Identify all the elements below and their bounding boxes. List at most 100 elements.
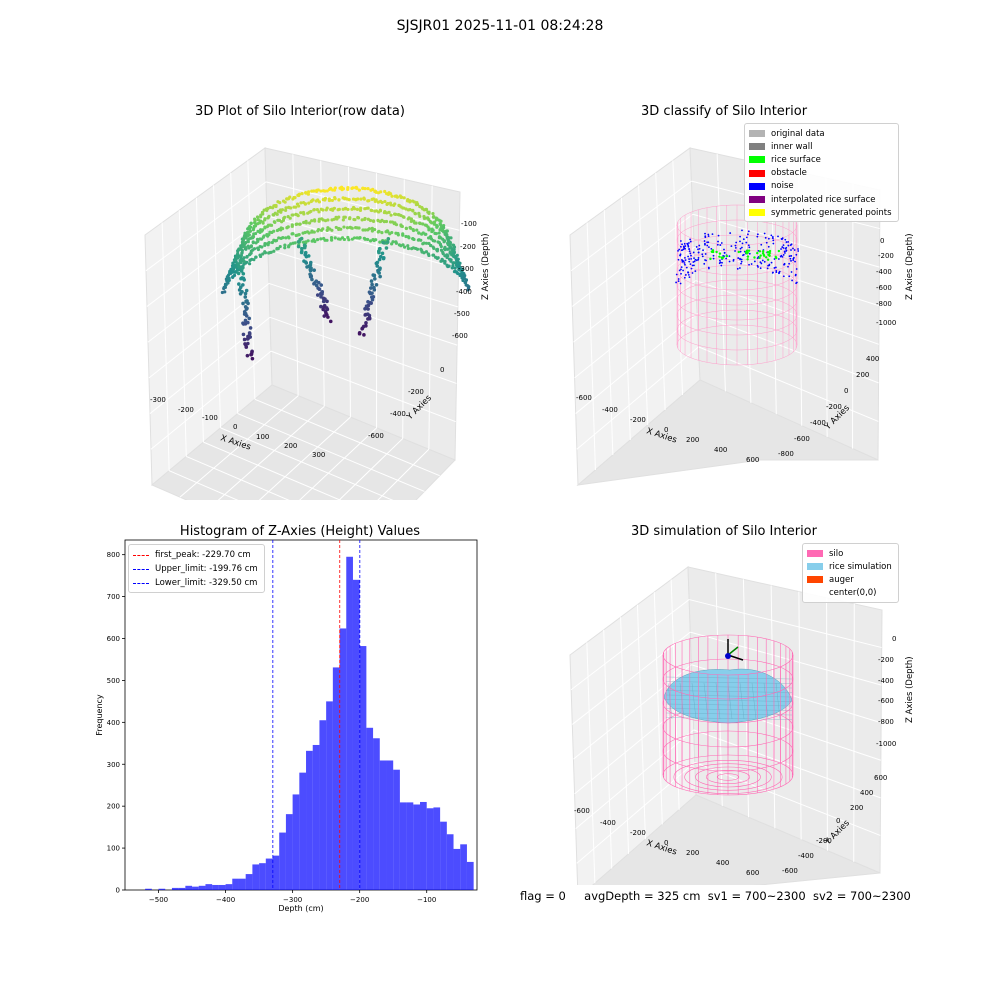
- histogram-ytick-label: 400: [107, 719, 120, 727]
- cls-ztick-5: -1000: [876, 319, 896, 327]
- legend-item-interpolated: interpolated rice surface: [749, 193, 892, 206]
- histogram-bar: [386, 760, 394, 890]
- classify-plot-title: 3D classify of Silo Interior: [640, 104, 808, 119]
- histogram-bar: [272, 855, 280, 890]
- flag-readout: flag = 0: [520, 889, 566, 903]
- sim-xtick-5: 400: [716, 859, 729, 867]
- legend-label: Lower_limit: -329.50 cm: [155, 578, 258, 588]
- histogram-bar: [259, 863, 266, 890]
- histogram-bar: [285, 814, 293, 890]
- legend-swatch: [749, 182, 765, 190]
- histogram-bar: [406, 802, 414, 890]
- status-footer: flag = 0 avgDepth = 325 cm sv1 = 700~230…: [520, 889, 911, 903]
- histogram-bar: [218, 884, 226, 890]
- sim-ytick-0: -600: [782, 867, 798, 875]
- sim-xtick-2: -200: [630, 829, 646, 837]
- histogram-bar: [292, 794, 300, 890]
- histogram-bar: [420, 801, 427, 890]
- histogram-bar: [185, 885, 193, 890]
- legend-swatch: [749, 156, 765, 164]
- sim-ytick-3: 0: [836, 817, 840, 825]
- cls-ztick-2: -400: [876, 268, 892, 276]
- histogram-bar: [212, 884, 219, 890]
- raw-ztick-2: -300: [458, 265, 474, 273]
- raw-xtick-4: 100: [256, 433, 269, 441]
- histogram-bar: [453, 848, 461, 890]
- legend-label: original data: [771, 128, 825, 139]
- simulation-legend: silo rice simulation auger center(0,0): [802, 543, 899, 603]
- cls-ytick-5: 200: [856, 371, 869, 379]
- legend-swatch: [807, 563, 823, 571]
- legend-label: rice surface: [771, 154, 821, 165]
- histogram-bar: [192, 886, 199, 890]
- legend-label: first_peak: -229.70 cm: [155, 550, 251, 560]
- raw-ytick-1: -400: [390, 410, 406, 418]
- cls-ytick-1: -600: [794, 435, 810, 443]
- raw-plot-title: 3D Plot of Silo Interior(row data): [195, 104, 405, 119]
- cls-xtick-1: -400: [602, 406, 618, 414]
- histogram-bar: [306, 750, 313, 890]
- histogram-legend: first_peak: -229.70 cm Upper_limit: -199…: [128, 544, 265, 593]
- raw-xtick-0: -300: [150, 396, 166, 404]
- histogram-xtick-label: −300: [283, 896, 302, 904]
- histogram-ytick-label: 700: [107, 593, 120, 601]
- legend-label: rice simulation: [829, 561, 892, 572]
- histogram-bar: [433, 807, 441, 890]
- histogram-ytick-label: 0: [116, 887, 120, 895]
- legend-swatch: [807, 590, 823, 597]
- legend-swatch: [749, 130, 765, 138]
- legend-item-noise: noise: [749, 180, 892, 193]
- histogram-title: Histogram of Z-Axies (Height) Values: [179, 524, 421, 539]
- figure-title: SJSJR01 2025-11-01 08:24:28: [396, 18, 604, 34]
- histogram-bar: [332, 667, 340, 890]
- histogram-bar: [279, 832, 286, 890]
- legend-item-auger: auger: [807, 573, 892, 586]
- legend-label: obstacle: [771, 168, 807, 179]
- cls-xtick-5: 400: [714, 446, 727, 454]
- raw-ytick-3: 0: [440, 366, 444, 374]
- histogram-bar: [319, 720, 327, 890]
- cls-xtick-4: 200: [686, 436, 699, 444]
- sim-ztick-5: -1000: [876, 740, 896, 748]
- raw-ytick-2: -200: [408, 388, 424, 396]
- legend-item-center: center(0,0): [807, 587, 892, 600]
- legend-label: symmetric generated points: [771, 207, 892, 218]
- raw-ztick-1: -200: [460, 243, 476, 251]
- legend-swatch: [749, 143, 765, 151]
- histogram-ytick-label: 100: [107, 845, 120, 853]
- histogram-bar: [245, 874, 253, 890]
- cls-zlabel: Z Axies (Depth): [905, 233, 915, 300]
- histogram-bar: [440, 821, 447, 890]
- histogram-ytick-label: 200: [107, 803, 120, 811]
- legend-line: [133, 582, 149, 584]
- raw-ztick-5: -600: [452, 332, 468, 340]
- histogram-bar: [466, 861, 474, 890]
- histogram-bar: [366, 727, 374, 890]
- sim-xtick-4: 200: [686, 849, 699, 857]
- histogram-bar: [205, 884, 213, 890]
- histogram-chart: −500 −400 −300 −200 −100 0 100 200 300 400 500 600…: [95, 539, 478, 913]
- sv2-readout: sv2 = 700~2300: [812, 889, 911, 903]
- histogram-bar: [352, 579, 360, 890]
- histogram-bar: [359, 646, 367, 890]
- histogram-xtick-label: −400: [216, 896, 235, 904]
- simulation-plot-title: 3D simulation of Silo Interior: [631, 524, 817, 539]
- sim-ytick-2: -200: [816, 837, 832, 845]
- legend-item-rice-simulation: rice simulation: [807, 560, 892, 573]
- histogram-bar: [171, 887, 179, 890]
- legend-line: [133, 554, 149, 556]
- histogram-bar: [413, 804, 421, 890]
- cls-ytick-4: 0: [844, 387, 848, 395]
- legend-item-obstacle: obstacle: [749, 167, 892, 180]
- histogram-bar: [299, 772, 307, 890]
- raw-ztick-0: -100: [461, 220, 477, 228]
- histogram-ytick-label: 800: [107, 551, 120, 559]
- histogram-bar: [446, 834, 454, 890]
- sim-ztick-1: -200: [878, 656, 894, 664]
- legend-item-inner-wall: inner wall: [749, 140, 892, 153]
- legend-label: center(0,0): [829, 588, 877, 599]
- sim-xtick-3: 0: [664, 839, 668, 847]
- legend-swatch: [807, 576, 823, 584]
- legend-item-symmetric: symmetric generated points: [749, 206, 892, 219]
- sim-ztick-0: 0: [892, 635, 896, 643]
